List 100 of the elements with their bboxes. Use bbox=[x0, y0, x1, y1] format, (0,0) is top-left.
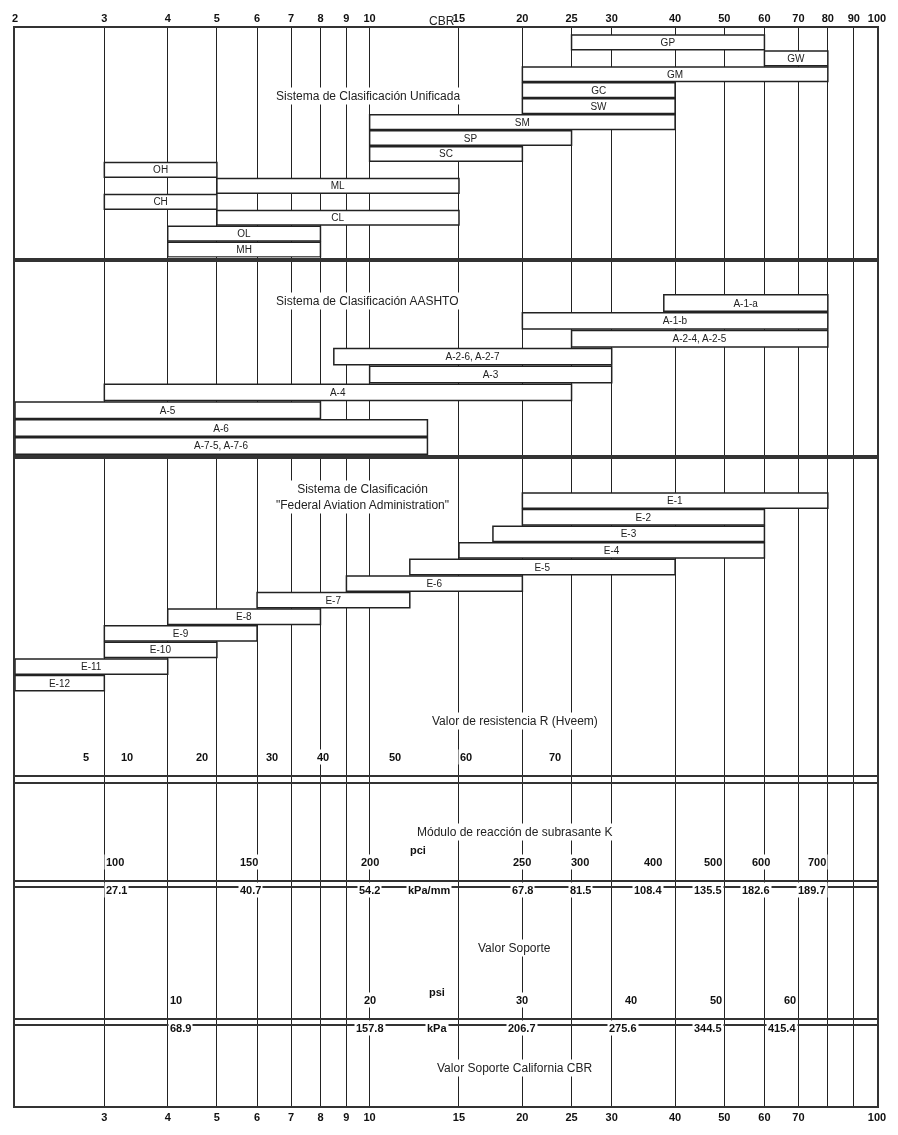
y-tick-label: SM bbox=[514, 116, 530, 128]
x-tick-label: 25 bbox=[565, 1111, 578, 1124]
annotation: 30 bbox=[516, 994, 529, 1006]
text: Valor de resistencia R (Hveem) bbox=[432, 714, 598, 728]
y-tick-label: SW bbox=[590, 100, 608, 112]
x-tick-label: 4 bbox=[164, 11, 172, 24]
y-tick-label: E-4 bbox=[603, 544, 620, 556]
chart-title: Sistema de Clasificación AASHTO bbox=[276, 294, 459, 308]
category-label: A-1-a bbox=[733, 297, 758, 309]
annotation: 50 bbox=[389, 751, 402, 763]
annotation: kPa bbox=[427, 1022, 448, 1034]
category-label: A-1-b bbox=[662, 315, 688, 327]
x-tick-label: 40 bbox=[668, 1111, 682, 1124]
y-tick-label: CH bbox=[153, 196, 168, 208]
x-tick-label: 3 bbox=[101, 11, 108, 24]
x-tick-label: 100 bbox=[867, 1111, 887, 1124]
x-tick-label: 30 bbox=[605, 1111, 618, 1124]
annotation: 20 bbox=[364, 994, 377, 1006]
annotation: 182.6 bbox=[742, 884, 770, 896]
annotation: 68.9 bbox=[170, 1022, 192, 1034]
annotation: 344.5 bbox=[694, 1022, 722, 1034]
y-tick-label: MH bbox=[236, 244, 252, 256]
annotation: 81.5 bbox=[570, 884, 592, 896]
x-tick-label: 70 bbox=[792, 11, 805, 24]
category-label: A-4 bbox=[329, 386, 346, 398]
annotation: 275.6 bbox=[609, 1022, 637, 1034]
annotation: 500 bbox=[704, 856, 723, 868]
y-tick-label: E-1 bbox=[667, 495, 684, 507]
annotation: 10 bbox=[121, 751, 134, 763]
x-tick-label: 10 bbox=[363, 11, 376, 24]
category-label: A-3 bbox=[482, 368, 499, 380]
y-tick-label: E-2 bbox=[635, 511, 652, 523]
y-tick-label: OL bbox=[237, 228, 251, 240]
x-tick-label: 50 bbox=[718, 11, 731, 24]
annotation: 400 bbox=[644, 856, 663, 868]
x-tick-label: 15 bbox=[452, 1111, 466, 1124]
text: Módulo de reacción de subrasante K bbox=[417, 825, 613, 839]
annotation: psi bbox=[429, 986, 445, 998]
annotation: 60 bbox=[460, 751, 473, 763]
x-tick-label: 3 bbox=[101, 1111, 108, 1124]
annotation: 67.8 bbox=[512, 884, 534, 896]
annotation: 700 bbox=[808, 856, 827, 868]
x-tick-label: 8 bbox=[317, 11, 324, 24]
annotation: 600 bbox=[752, 856, 771, 868]
x-tick-label: 15 bbox=[452, 11, 466, 24]
x-tick-label: 6 bbox=[254, 11, 261, 24]
x-tick-label: 8 bbox=[317, 1111, 324, 1124]
annotation: 135.5 bbox=[694, 884, 722, 896]
x-tick-label: 50 bbox=[718, 1111, 731, 1124]
annotation: 300 bbox=[571, 856, 590, 868]
x-tick-label: 9 bbox=[343, 1111, 350, 1124]
x-tick-label: 5 bbox=[213, 1111, 220, 1124]
x-tick-label: 5 bbox=[213, 11, 220, 24]
annotation: 30 bbox=[266, 751, 279, 763]
annotation: 150 bbox=[240, 856, 259, 868]
x-tick-label: 90 bbox=[847, 11, 860, 24]
annotation: 415.4 bbox=[768, 1022, 797, 1034]
category-label: A-7-5, A-7-6 bbox=[194, 440, 248, 452]
x-axis-title: Valor Soporte California CBR bbox=[437, 1061, 593, 1075]
annotation: 5 bbox=[83, 751, 90, 763]
y-tick-label: E-10 bbox=[149, 644, 172, 656]
annotation: 40.7 bbox=[240, 884, 262, 896]
y-tick-label: ML bbox=[330, 180, 346, 192]
x-tick-label: 2 bbox=[11, 11, 19, 24]
y-tick-label: E-6 bbox=[426, 578, 443, 590]
y-tick-label: GM bbox=[667, 68, 684, 80]
y-tick-label: SC bbox=[439, 148, 453, 160]
x-tick-label: 6 bbox=[254, 1111, 261, 1124]
y-tick-label: E-9 bbox=[172, 627, 189, 639]
annotation: pci bbox=[410, 844, 426, 856]
y-tick-label: GP bbox=[660, 36, 676, 48]
y-tick-label: GC bbox=[591, 84, 607, 96]
annotation: 20 bbox=[196, 751, 209, 763]
y-tick-label: GW bbox=[787, 52, 806, 64]
y-tick-label: E-12 bbox=[48, 677, 71, 689]
category-label: A-6 bbox=[213, 422, 229, 434]
text: Valor Soporte bbox=[478, 941, 551, 955]
annotation: 50 bbox=[710, 994, 723, 1006]
annotation: 250 bbox=[513, 856, 532, 868]
category-label: A-2-4, A-2-5 bbox=[672, 333, 727, 345]
y-tick-label: SP bbox=[463, 132, 478, 144]
annotation: 54.2 bbox=[359, 884, 381, 896]
x-tick-label: 80 bbox=[821, 11, 834, 24]
x-tick-label: 7 bbox=[287, 11, 295, 24]
y-tick-label: E-11 bbox=[80, 661, 102, 673]
y-tick-label: E-8 bbox=[236, 611, 253, 623]
x-tick-label: 60 bbox=[758, 1111, 771, 1124]
y-tick-label: OH bbox=[153, 164, 169, 176]
annotation: 60 bbox=[784, 994, 797, 1006]
annotation: 70 bbox=[549, 751, 562, 763]
annotation: 40 bbox=[317, 751, 330, 763]
category-label: A-2-6, A-2-7 bbox=[445, 351, 500, 363]
x-tick-label: 20 bbox=[516, 1111, 529, 1124]
x-tick-label: 70 bbox=[792, 1111, 805, 1124]
annotation: 100 bbox=[106, 856, 125, 868]
y-tick-label: E-7 bbox=[325, 594, 342, 606]
annotation: 108.4 bbox=[634, 884, 663, 896]
y-tick-label: E-5 bbox=[534, 561, 551, 573]
annotation: 40 bbox=[625, 994, 638, 1006]
x-tick-label: 20 bbox=[516, 11, 529, 24]
